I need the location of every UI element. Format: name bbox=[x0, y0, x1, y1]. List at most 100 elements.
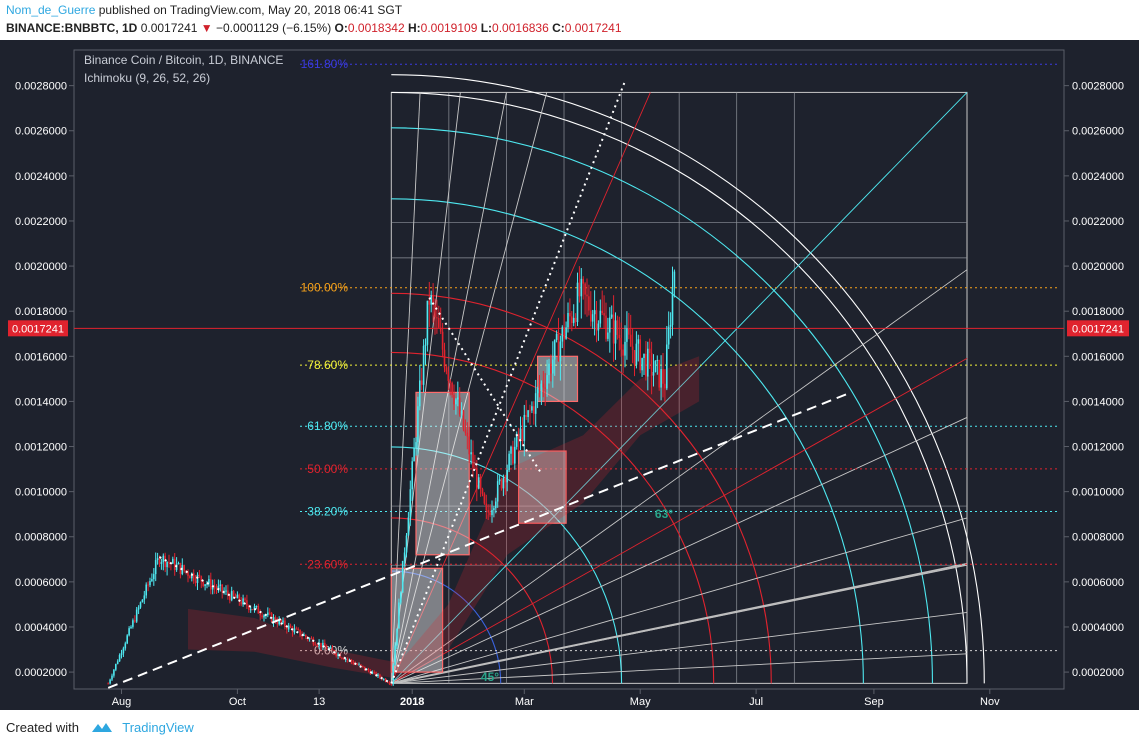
candle-body bbox=[517, 433, 520, 440]
candle-body bbox=[299, 629, 301, 636]
candle-body bbox=[225, 590, 227, 592]
candle-body bbox=[637, 339, 640, 344]
candle-body bbox=[234, 595, 237, 599]
footer: Created with TradingView bbox=[6, 720, 194, 735]
y-tick-label: 0.0026000 bbox=[1072, 126, 1124, 138]
candle-body bbox=[534, 393, 537, 414]
y-tick-label: 0.0014000 bbox=[15, 396, 67, 408]
candle-body bbox=[591, 314, 594, 322]
candle-body bbox=[531, 406, 533, 411]
candle-body bbox=[489, 512, 491, 516]
candle-body bbox=[519, 428, 522, 440]
candle-body bbox=[525, 414, 527, 418]
candle-body bbox=[605, 315, 607, 339]
candle-body bbox=[584, 283, 586, 295]
gann-fan-line bbox=[390, 92, 968, 684]
candle-body bbox=[229, 594, 231, 601]
candle-body bbox=[586, 294, 588, 297]
candle-body bbox=[612, 314, 615, 344]
candle-body bbox=[614, 320, 617, 344]
candle-body bbox=[574, 317, 577, 323]
candle-body bbox=[514, 446, 516, 464]
candle-body bbox=[411, 461, 413, 490]
candle-body bbox=[153, 574, 155, 580]
candle-body bbox=[439, 327, 442, 332]
chart-svg[interactable]: 0.00%23.60%38.20%50.00%61.80%78.60%100.0… bbox=[0, 40, 1139, 710]
gann-fan-layer bbox=[390, 74, 985, 685]
candle-body bbox=[276, 622, 279, 625]
candle-body bbox=[536, 389, 539, 394]
x-tick-label: Mar bbox=[515, 696, 534, 708]
candle-body bbox=[580, 278, 583, 297]
candle-body bbox=[310, 638, 313, 640]
candle-body bbox=[582, 278, 584, 284]
price-box bbox=[415, 391, 470, 556]
candle-body bbox=[331, 647, 334, 651]
low-value: 0.0016836 bbox=[492, 21, 549, 35]
candle-body bbox=[126, 635, 128, 644]
candle-body bbox=[502, 478, 505, 489]
candle-body bbox=[599, 310, 602, 324]
candle-body bbox=[664, 383, 666, 389]
x-tick-label: Aug bbox=[112, 696, 132, 708]
candle-body bbox=[363, 666, 366, 670]
candle-body bbox=[329, 647, 332, 649]
chart-pane[interactable]: 0.00%23.60%38.20%50.00%61.80%78.60%100.0… bbox=[0, 40, 1139, 710]
down-arrow-icon: ▼ bbox=[200, 21, 213, 35]
candle-body bbox=[557, 333, 560, 362]
candle-body bbox=[388, 682, 391, 684]
fib-label: 161.80% bbox=[301, 57, 349, 71]
candle-body bbox=[210, 579, 212, 590]
y-tick-label: 0.0018000 bbox=[15, 306, 67, 318]
candle-body bbox=[297, 628, 299, 630]
candle-body bbox=[251, 609, 254, 611]
candle-body bbox=[578, 282, 581, 297]
fib-label: 61.80% bbox=[307, 419, 348, 433]
candle-body bbox=[441, 331, 444, 350]
candle-body bbox=[154, 560, 157, 575]
candle-body bbox=[107, 683, 109, 685]
symbol-line: BINANCE:BNBBTC, 1D 0.0017241 ▼ −0.000112… bbox=[6, 21, 622, 35]
candle-body bbox=[455, 399, 457, 405]
tradingview-logo-icon bbox=[91, 723, 112, 732]
candle-body bbox=[538, 389, 541, 391]
candle-body bbox=[403, 552, 406, 561]
candle-body bbox=[145, 584, 147, 596]
open-value: 0.0018342 bbox=[347, 21, 405, 35]
last-price-tag-label: 0.0017241 bbox=[12, 323, 64, 335]
candle-body bbox=[263, 615, 265, 618]
candle-body bbox=[392, 665, 394, 685]
candle-body bbox=[553, 339, 556, 360]
y-tick-label: 0.0002000 bbox=[1072, 667, 1124, 679]
candle-body bbox=[208, 579, 210, 584]
candle-body bbox=[386, 681, 389, 683]
candle-body bbox=[173, 558, 176, 571]
candle-body bbox=[166, 562, 168, 568]
fib-label: 100.00% bbox=[301, 281, 349, 295]
y-tick-label: 0.0022000 bbox=[1072, 216, 1124, 228]
candle-body bbox=[643, 353, 645, 358]
candle-body bbox=[217, 585, 220, 590]
candle-body bbox=[409, 489, 412, 518]
candle-body bbox=[576, 282, 579, 323]
candle-body bbox=[508, 453, 510, 471]
candle-body bbox=[563, 327, 565, 339]
x-tick-label: Nov bbox=[980, 696, 1000, 708]
axes-layer: 0.0002000 0.0002000 0.0004000 0.0004000 0.00… bbox=[8, 81, 1129, 708]
candle-body bbox=[128, 628, 130, 636]
candle-body bbox=[610, 314, 613, 318]
candle-body bbox=[457, 397, 459, 400]
candle-body bbox=[118, 654, 121, 662]
candle-body bbox=[631, 346, 634, 351]
tradingview-brand-link[interactable]: TradingView bbox=[122, 720, 194, 735]
candle-body bbox=[462, 410, 465, 430]
y-tick-label: 0.0016000 bbox=[15, 351, 67, 363]
candle-body bbox=[548, 363, 550, 376]
y-tick-label: 0.0004000 bbox=[1072, 622, 1124, 634]
candle-body bbox=[559, 341, 562, 362]
candle-body bbox=[626, 328, 628, 342]
candle-body bbox=[246, 600, 248, 606]
candle-body bbox=[415, 442, 417, 448]
author-link[interactable]: Nom_de_Guerre bbox=[6, 3, 96, 17]
candle-body bbox=[162, 555, 165, 563]
